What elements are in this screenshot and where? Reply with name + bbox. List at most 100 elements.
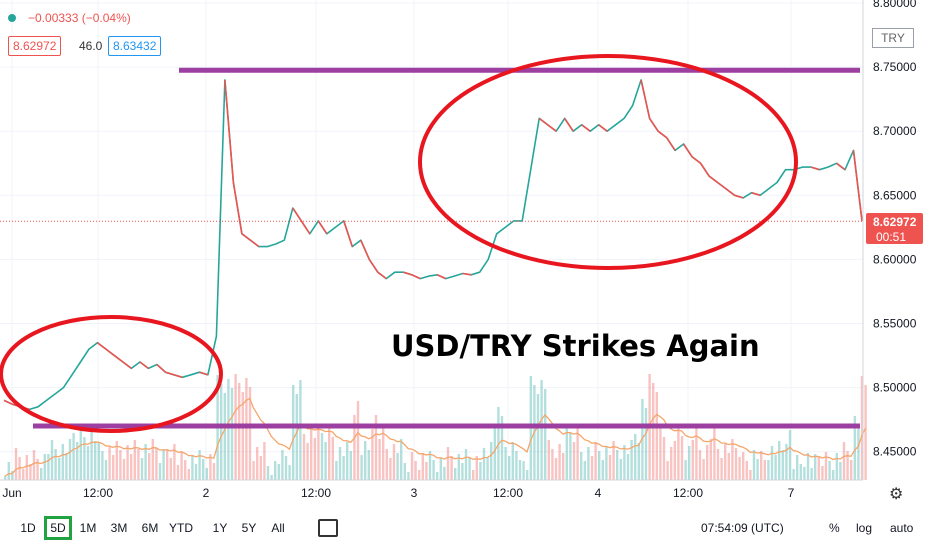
volume-bar: [673, 441, 676, 480]
volume-bar: [598, 451, 601, 480]
percent-toggle[interactable]: %: [829, 521, 840, 535]
price-segment-down: [165, 371, 175, 376]
auto-toggle[interactable]: auto: [890, 521, 914, 535]
timeframe-3m[interactable]: 3M: [110, 521, 128, 535]
timeframe-1y[interactable]: 1Y: [212, 521, 228, 535]
volume-bar: [259, 456, 262, 480]
volume-bar: [864, 385, 867, 480]
utc-clock[interactable]: 07:54:09 (UTC): [701, 521, 784, 535]
log-toggle[interactable]: log: [856, 521, 873, 535]
volume-bar: [140, 458, 144, 480]
price-segment-down: [199, 371, 209, 376]
price-series: [3, 79, 863, 411]
price-tag-countdown: 00:51: [876, 230, 906, 244]
volume-bar: [655, 392, 658, 480]
price-tag-box: [866, 213, 923, 244]
volume-bar: [396, 453, 399, 480]
timeframe-5d[interactable]: 5D: [44, 516, 72, 540]
volume-bar: [191, 455, 194, 480]
volume-bar: [738, 457, 741, 480]
price-segment-down: [462, 272, 472, 276]
volume-bar: [666, 461, 669, 480]
volume-bar: [659, 428, 662, 480]
price-segment-down: [403, 271, 412, 276]
volume-bar: [788, 430, 792, 480]
volume-bar: [302, 434, 306, 480]
price-segment-down: [241, 233, 251, 241]
consolidation-ellipse-left: [0, 315, 223, 433]
volume-bar: [767, 460, 770, 480]
volume-bar: [36, 459, 39, 480]
volume-bar: [540, 380, 543, 480]
volume-bar: [335, 461, 338, 480]
time-axis-label: 12:00: [493, 486, 523, 500]
compare-calendar-icon[interactable]: [318, 519, 338, 537]
volume-bar: [104, 460, 108, 480]
volume-bar: [403, 463, 406, 480]
timeframe-5y[interactable]: 5Y: [241, 521, 257, 535]
volume-bar: [562, 453, 565, 480]
price-segment-down: [810, 166, 820, 171]
price-axis-labels: 8.80000 8.75000 8.70000 8.65000 8.60000 8.550…: [873, 0, 917, 459]
volume-bar: [227, 379, 230, 480]
volume-bar: [18, 457, 21, 480]
volume-bar: [684, 460, 687, 480]
volume-bar: [500, 416, 504, 480]
volume-bar: [472, 470, 475, 480]
timeframe-1d[interactable]: 1D: [20, 521, 36, 535]
volume-bar: [443, 467, 446, 480]
volume-bar: [367, 450, 370, 480]
volume-bar: [374, 415, 378, 480]
volume-bar: [724, 444, 727, 480]
volume-bar: [317, 424, 320, 480]
ask-box[interactable]: 8.63432: [108, 36, 162, 56]
volume-bar: [65, 453, 68, 480]
settings-gear-icon[interactable]: ⚙: [889, 486, 904, 503]
volume-bar: [857, 425, 860, 480]
header-change: −0.00333 (−0.04%): [8, 11, 131, 25]
volume-bar: [637, 443, 640, 480]
time-axis-labels: Jun 12:00 2 12:00 3 12:00 4 12:00 7: [2, 486, 794, 500]
volume-bar: [522, 461, 525, 480]
volume-bar: [356, 401, 360, 480]
price-segment-down: [156, 363, 166, 373]
volume-bar: [803, 467, 806, 480]
time-axis-label: 12:00: [673, 486, 703, 500]
volume-bar: [148, 453, 151, 480]
volume-bar: [223, 393, 226, 480]
volume-bar: [752, 450, 756, 480]
volume-bar: [43, 454, 46, 480]
timeframe-1m[interactable]: 1M: [79, 521, 97, 535]
timeframe-6m[interactable]: 6M: [141, 521, 159, 535]
volume-bar: [205, 468, 208, 480]
volume-bar: [734, 448, 738, 480]
volume-ema-line: [4, 397, 866, 477]
volume-bar: [230, 388, 234, 480]
volume-bar: [50, 440, 54, 480]
volume-bar: [691, 440, 694, 480]
volume-bar: [29, 464, 32, 480]
volume-bar: [122, 459, 126, 480]
timeframe-ytd[interactable]: YTD: [169, 521, 193, 535]
volume-bar: [760, 451, 763, 480]
volume-bar: [54, 449, 57, 480]
volume-bar: [526, 470, 529, 480]
bid-box[interactable]: 8.62972: [8, 36, 62, 56]
header-change-text: −0.00333 (−0.04%): [28, 11, 131, 25]
time-axis-label: 2: [203, 486, 210, 500]
volume-bar: [608, 455, 612, 480]
volume-bar: [720, 458, 723, 480]
currency-badge: TRY: [872, 28, 914, 48]
volume-bar: [706, 445, 709, 480]
volume-bar: [40, 468, 43, 480]
volume-bar: [612, 441, 615, 480]
volume-bar: [353, 415, 356, 480]
volume-bar: [468, 458, 471, 480]
volume-bar: [346, 442, 349, 480]
volume-bar: [796, 455, 799, 480]
volume-bar: [180, 451, 183, 480]
timeframe-all[interactable]: All: [271, 521, 285, 535]
volume-bar: [763, 460, 766, 480]
volume-bar: [328, 428, 331, 480]
